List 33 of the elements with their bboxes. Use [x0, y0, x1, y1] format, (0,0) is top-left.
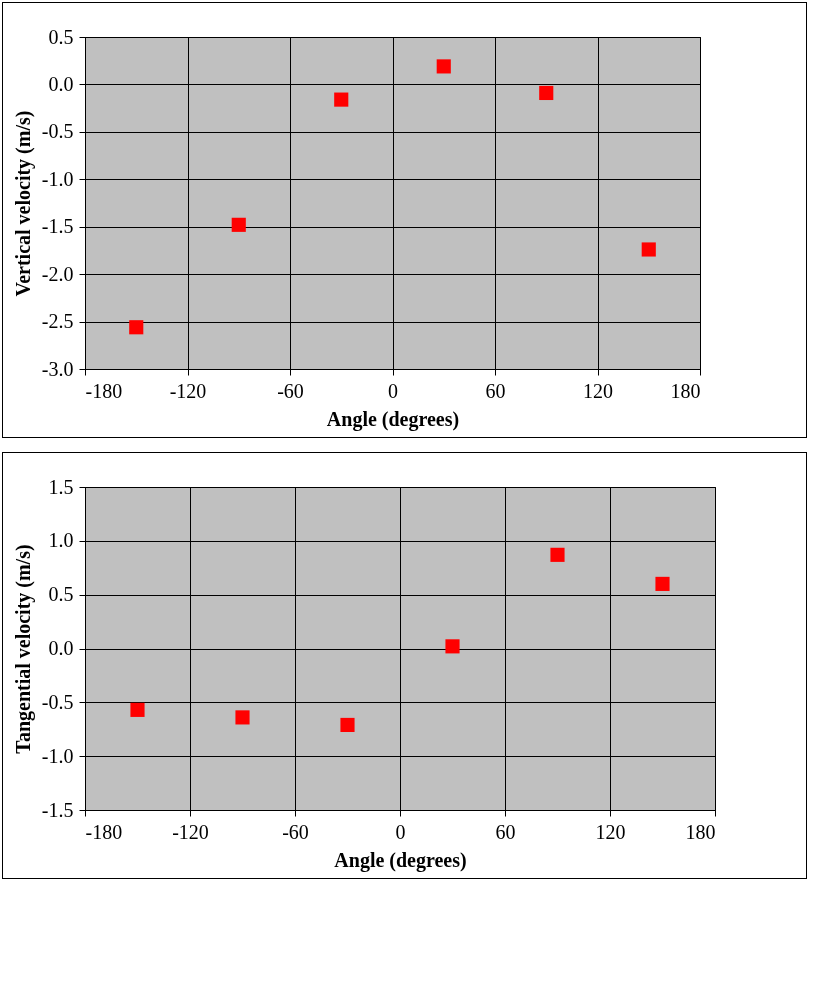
x-tick-label: 120: [595, 820, 626, 843]
x-axis-title: Angle (degrees): [334, 848, 467, 872]
x-tick-label: 180: [685, 820, 716, 843]
x-tick-label: -60: [277, 379, 304, 402]
y-tick-label: -2.0: [41, 262, 74, 285]
x-axis-title: Angle (degrees): [326, 407, 460, 431]
y-tick-label: 1.0: [48, 529, 74, 552]
x-tick-label: -180: [85, 379, 123, 402]
x-tick-label: 60: [495, 820, 516, 843]
y-axis-title: Vertical velocity (m/s): [11, 110, 35, 297]
y-tick-label: -0.5: [41, 690, 74, 713]
y-tick-label: -1.0: [41, 744, 74, 767]
y-tick-label: -0.5: [41, 120, 74, 143]
y-tick-label: -2.5: [41, 310, 74, 333]
y-tick-label: -1.0: [41, 167, 74, 190]
x-tick-label: -180: [85, 820, 123, 843]
y-tick-label: -3.0: [41, 357, 74, 380]
y-tick-label: -1.5: [41, 215, 74, 238]
x-tick-label: -60: [282, 820, 309, 843]
y-axis-title: Tangential velocity (m/s): [11, 544, 35, 754]
x-tick-label: -120: [169, 379, 207, 402]
y-tick-label: 1.5: [48, 475, 74, 498]
x-tick-label: 0: [388, 379, 398, 402]
x-tick-label: 120: [583, 379, 613, 402]
y-tick-label: -1.5: [41, 798, 74, 821]
y-tick-label: 0.5: [48, 25, 74, 48]
y-tick-label: 0.5: [48, 583, 74, 606]
y-tick-label: 0.0: [48, 72, 74, 95]
x-tick-label: 0: [395, 820, 406, 843]
x-tick-label: -120: [172, 820, 209, 843]
y-tick-label: 0.0: [48, 637, 74, 659]
x-tick-label: 180: [670, 379, 701, 402]
x-tick-label: 60: [485, 379, 506, 402]
